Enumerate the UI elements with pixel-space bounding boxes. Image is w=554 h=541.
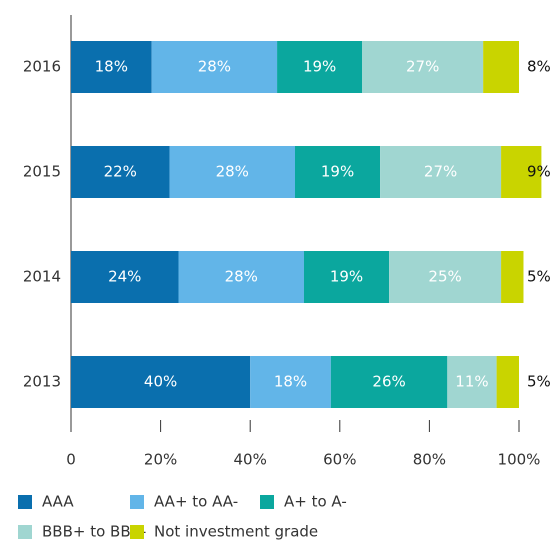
value-label: 11% bbox=[455, 373, 488, 391]
value-label: 19% bbox=[303, 58, 336, 76]
value-label: 40% bbox=[144, 373, 177, 391]
bar-segment bbox=[303, 251, 390, 303]
value-label: 22% bbox=[104, 163, 137, 181]
x-tick-label: 100% bbox=[498, 451, 541, 469]
x-tick-label: 60% bbox=[323, 451, 356, 469]
legend-label: AAA bbox=[42, 493, 74, 511]
value-label: 28% bbox=[198, 58, 231, 76]
value-label: 25% bbox=[428, 268, 461, 286]
bar-segment bbox=[169, 146, 295, 198]
legend-swatch bbox=[18, 525, 32, 539]
bar-segment bbox=[71, 41, 152, 93]
legend-swatch bbox=[130, 525, 144, 539]
value-label: 19% bbox=[321, 163, 354, 181]
x-tick-label: 0 bbox=[66, 451, 76, 469]
y-tick-label: 2013 bbox=[23, 373, 61, 391]
bar-segment bbox=[295, 146, 381, 198]
legend-label: A+ to A- bbox=[284, 493, 347, 511]
x-tick-label: 80% bbox=[413, 451, 446, 469]
y-tick-label: 2015 bbox=[23, 163, 61, 181]
value-label: 27% bbox=[406, 58, 439, 76]
value-label: 26% bbox=[372, 373, 405, 391]
bar-segment bbox=[71, 251, 179, 303]
value-label: 18% bbox=[274, 373, 307, 391]
bar-segment bbox=[447, 356, 497, 408]
value-label: 24% bbox=[108, 268, 141, 286]
value-label: 19% bbox=[330, 268, 363, 286]
value-label: 5% bbox=[527, 268, 551, 286]
bar-segment bbox=[496, 356, 519, 408]
legend-label: BBB+ to BBB- bbox=[42, 523, 146, 541]
y-tick-label: 2014 bbox=[23, 268, 61, 286]
bar-segment bbox=[380, 146, 502, 198]
x-tick-label: 40% bbox=[234, 451, 267, 469]
value-label: 18% bbox=[95, 58, 128, 76]
bar-segment bbox=[277, 41, 363, 93]
bar-segment bbox=[483, 41, 519, 93]
y-tick-label: 2016 bbox=[23, 58, 61, 76]
legend-swatch bbox=[18, 495, 32, 509]
bar-segment bbox=[71, 146, 170, 198]
bar-segment bbox=[250, 356, 331, 408]
bar-segment bbox=[151, 41, 278, 93]
value-label: 8% bbox=[527, 58, 551, 76]
bar-segment bbox=[389, 251, 502, 303]
value-label: 9% bbox=[527, 163, 551, 181]
bar-segment bbox=[178, 251, 304, 303]
value-label: 5% bbox=[527, 373, 551, 391]
bar-segment bbox=[501, 146, 542, 198]
value-label: 27% bbox=[424, 163, 457, 181]
bar-segment bbox=[71, 356, 251, 408]
bar-segment bbox=[501, 251, 524, 303]
legend-swatch bbox=[260, 495, 274, 509]
legend-label: Not investment grade bbox=[154, 523, 318, 541]
value-label: 28% bbox=[216, 163, 249, 181]
bar-segment bbox=[330, 356, 448, 408]
bar-segment bbox=[362, 41, 484, 93]
legend-label: AA+ to AA- bbox=[154, 493, 238, 511]
legend-swatch bbox=[130, 495, 144, 509]
x-tick-label: 20% bbox=[144, 451, 177, 469]
value-label: 28% bbox=[225, 268, 258, 286]
